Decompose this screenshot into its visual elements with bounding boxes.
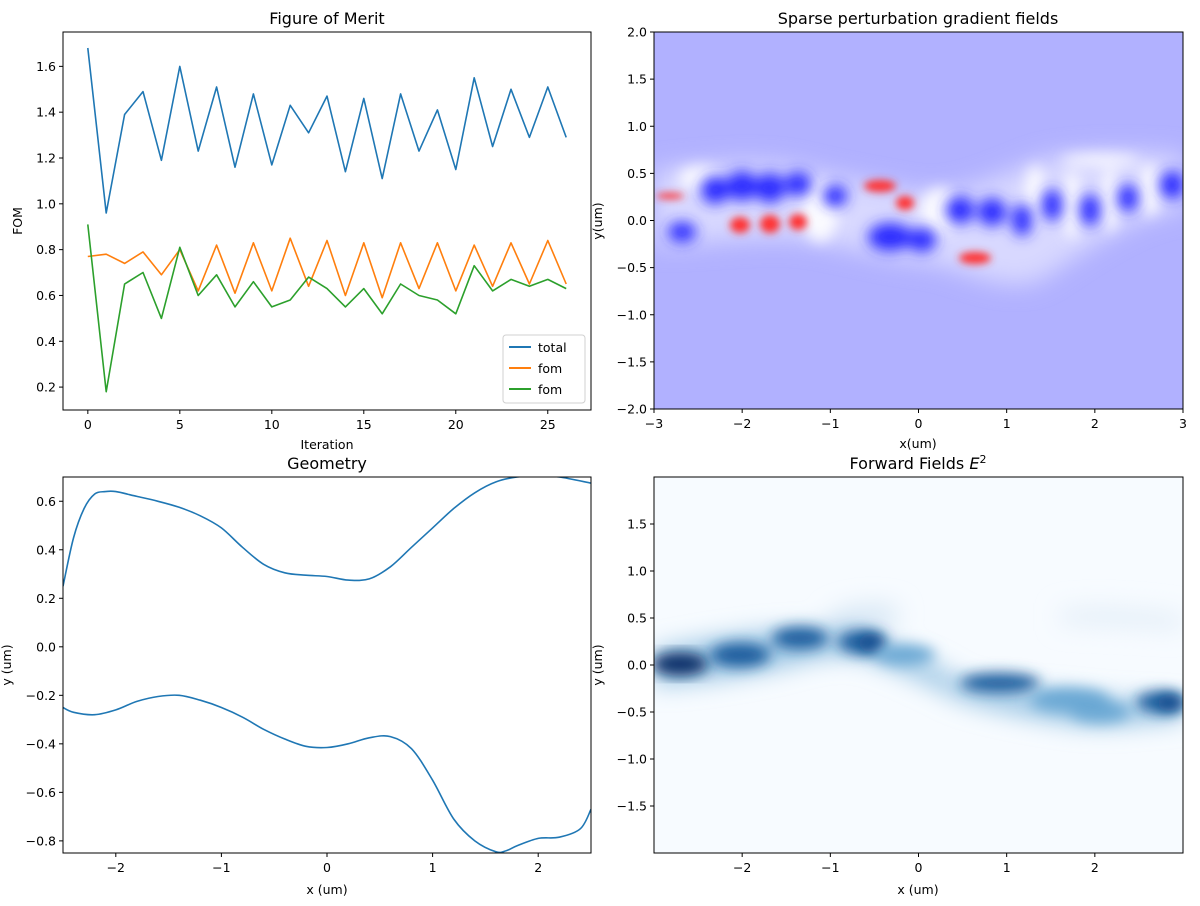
legend-label-total: total bbox=[538, 340, 567, 355]
fom-ylabel: FOM bbox=[10, 207, 25, 235]
y-tick-label: 2.0 bbox=[627, 25, 647, 40]
geometry-curve-lower bbox=[63, 694, 591, 853]
legend-label-fom-green: fom bbox=[538, 382, 562, 397]
x-tick-label: 2 bbox=[534, 860, 542, 875]
y-tick-label: 1.0 bbox=[627, 119, 647, 134]
y-tick-label: −1.0 bbox=[617, 307, 647, 322]
geometry-chart-frame bbox=[62, 476, 592, 854]
y-tick-label: −0.5 bbox=[617, 260, 647, 275]
x-tick-label: 0 bbox=[323, 860, 331, 875]
series-line-0 bbox=[87, 47, 567, 214]
y-tick-label: −0.5 bbox=[617, 705, 647, 720]
x-tick-label: −1 bbox=[212, 860, 230, 875]
geometry-curve-upper bbox=[63, 477, 591, 587]
x-tick-label: 3 bbox=[1179, 416, 1187, 431]
x-tick-label: 1 bbox=[1003, 860, 1011, 875]
x-tick-label: 2 bbox=[1091, 416, 1099, 431]
fom-xlabel: Iteration bbox=[300, 437, 353, 452]
gradient-ylabel: y(um) bbox=[590, 202, 605, 239]
fom-chart: Figure of Merit 0 5 10 15 20 25 0.2 0.4 0.6 0.8 1.… bbox=[10, 9, 592, 452]
y-tick-label: 1.0 bbox=[627, 564, 647, 579]
series-line-2 bbox=[87, 224, 567, 393]
y-tick-label: 0.4 bbox=[36, 334, 56, 349]
y-tick-label: 0.2 bbox=[36, 591, 56, 606]
x-tick-label: −1 bbox=[821, 416, 839, 431]
y-tick-label: 0.8 bbox=[36, 242, 56, 257]
y-tick-label: 1.0 bbox=[36, 196, 56, 211]
fom-chart-frame bbox=[62, 31, 592, 411]
y-tick-label: 1.2 bbox=[36, 151, 56, 166]
y-tick-label: 0.0 bbox=[627, 658, 647, 673]
y-tick-label: −1.0 bbox=[617, 752, 647, 767]
y-tick-label: −0.8 bbox=[26, 833, 56, 848]
y-tick-label: −1.5 bbox=[617, 799, 647, 814]
x-tick-label: −2 bbox=[733, 416, 751, 431]
gradient-heatmap bbox=[654, 32, 1183, 409]
geometry-chart: Geometry −2 −1 0 1 2 −0.8 −0.6 −0.4 −0.2 0.0 0.2 0.… bbox=[0, 454, 592, 897]
y-tick-label: 0.4 bbox=[36, 542, 56, 557]
fom-chart-title: Figure of Merit bbox=[269, 9, 384, 28]
y-tick-label: −0.6 bbox=[26, 785, 56, 800]
x-tick-label: 1 bbox=[429, 860, 437, 875]
legend-label-fom-orange: fom bbox=[538, 361, 562, 376]
y-tick-label: 0.0 bbox=[36, 639, 56, 654]
y-tick-label: 0.6 bbox=[36, 288, 56, 303]
y-tick-label: 1.4 bbox=[36, 105, 56, 120]
x-tick-label: 0 bbox=[915, 860, 923, 875]
x-tick-label: 10 bbox=[264, 417, 280, 432]
forward-ylabel: y (um) bbox=[590, 644, 605, 685]
gradient-field-chart: Sparse perturbation gradient fields bbox=[590, 9, 1187, 451]
y-tick-label: 0.5 bbox=[627, 611, 647, 626]
y-tick-label: −0.4 bbox=[26, 736, 56, 751]
series-line-1 bbox=[87, 237, 567, 299]
x-tick-label: 0 bbox=[84, 417, 92, 432]
x-tick-label: 25 bbox=[540, 417, 556, 432]
y-tick-label: 1.6 bbox=[36, 59, 56, 74]
y-tick-label: −2.0 bbox=[617, 402, 647, 417]
x-tick-label: 0 bbox=[915, 416, 923, 431]
y-tick-label: 0.5 bbox=[627, 166, 647, 181]
x-tick-label: −2 bbox=[733, 860, 751, 875]
x-tick-label: 1 bbox=[1003, 416, 1011, 431]
geometry-chart-title: Geometry bbox=[287, 454, 367, 473]
forward-heatmap bbox=[654, 477, 1183, 853]
x-tick-label: 15 bbox=[356, 417, 372, 432]
y-tick-label: 0.2 bbox=[36, 380, 56, 395]
gradient-chart-title: Sparse perturbation gradient fields bbox=[778, 9, 1059, 28]
x-tick-label: 2 bbox=[1091, 860, 1099, 875]
geometry-ylabel: y (um) bbox=[0, 644, 14, 685]
y-tick-label: 0.6 bbox=[36, 494, 56, 509]
y-tick-label: 1.5 bbox=[627, 517, 647, 532]
y-tick-label: 1.5 bbox=[627, 72, 647, 87]
y-tick-label: −1.5 bbox=[617, 354, 647, 369]
forward-chart-title: Forward Fields E2 bbox=[850, 453, 987, 473]
geometry-xlabel: x (um) bbox=[306, 882, 347, 897]
fom-legend: total fom fom bbox=[502, 334, 586, 404]
forward-xlabel: x (um) bbox=[897, 882, 938, 897]
x-tick-label: 20 bbox=[448, 417, 464, 432]
x-tick-label: −1 bbox=[821, 860, 839, 875]
gradient-xlabel: x(um) bbox=[899, 436, 936, 451]
x-tick-label: 5 bbox=[176, 417, 184, 432]
x-tick-label: −2 bbox=[107, 860, 125, 875]
forward-field-chart: Forward Fields E2 bbox=[590, 453, 1184, 897]
y-tick-label: −0.2 bbox=[26, 688, 56, 703]
y-tick-label: 0.0 bbox=[627, 213, 647, 228]
x-tick-label: −3 bbox=[645, 416, 663, 431]
